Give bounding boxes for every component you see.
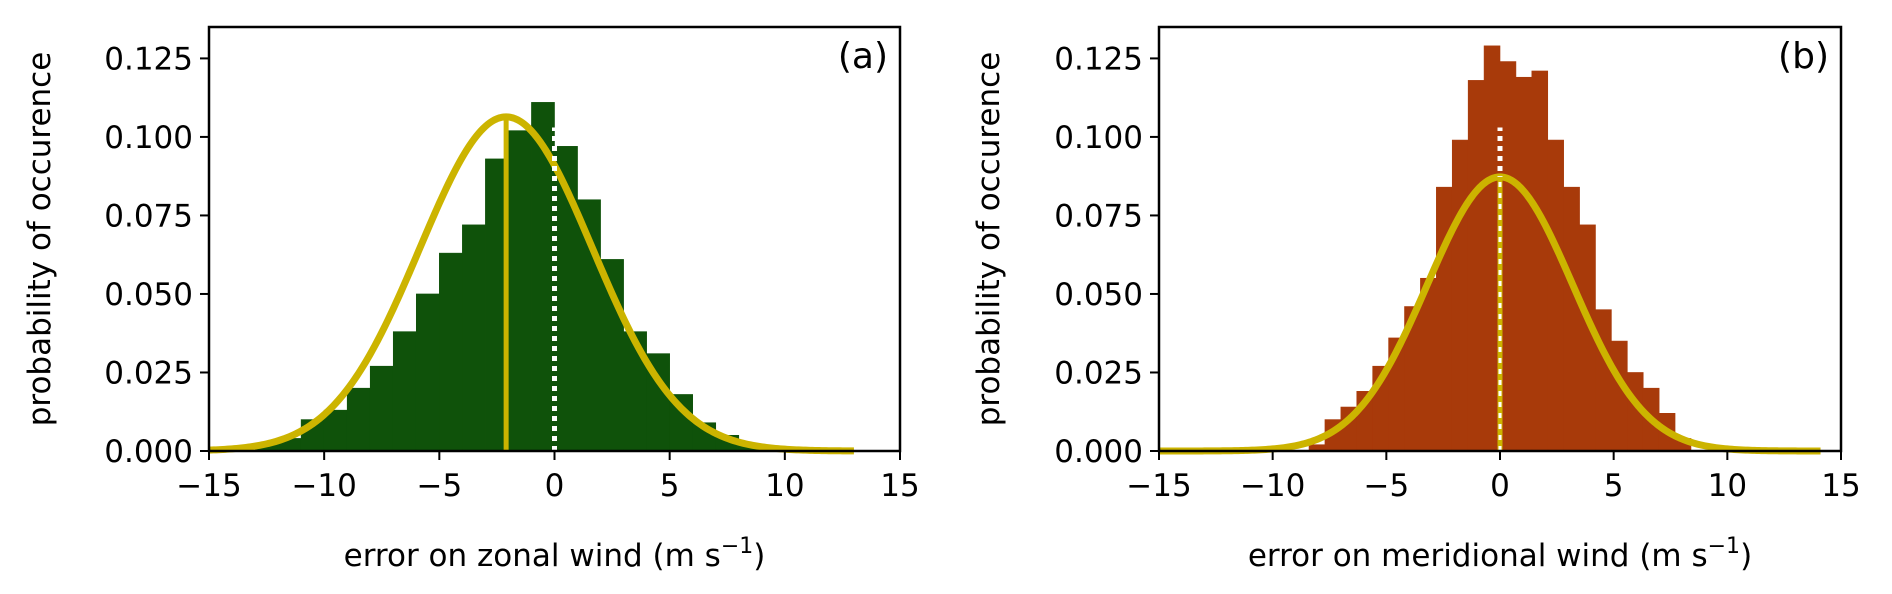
- histogram-bar: [1451, 139, 1469, 452]
- histogram-bar: [508, 130, 532, 452]
- histogram-bar: [1547, 139, 1564, 452]
- panel-a-zonal-wind: −15 −10 −5 0 5 10 15 0.000 0.025 0.050 0.075 0.100 0…: [22, 25, 920, 574]
- x-tick-label: 15: [880, 468, 919, 504]
- x-tick-label: 10: [1708, 468, 1747, 504]
- x-tick-label: 0: [1490, 468, 1510, 504]
- histogram-bar: [1436, 186, 1453, 452]
- histogram-bar: [1611, 340, 1628, 452]
- panel-b-meridional-wind: −15 −10 −5 0 5 10 15 0.000 0.025 0.050 0.075 0.100 0…: [971, 25, 1861, 574]
- panel-label: (a): [838, 36, 888, 77]
- y-axis-label: probability of occurence: [971, 52, 1007, 427]
- y-tick-label: 0.075: [104, 198, 193, 234]
- histogram-bar: [1515, 76, 1533, 452]
- x-tick-label: 0: [545, 468, 565, 504]
- histogram-bar: [439, 252, 463, 452]
- histogram-bar: [1531, 70, 1549, 452]
- y-tick-label: 0.025: [104, 355, 193, 391]
- x-tick-label: 10: [765, 468, 804, 504]
- y-tick-label: 0.000: [104, 434, 193, 470]
- x-tick-label: 5: [660, 468, 680, 504]
- histogram-bar: [462, 224, 486, 452]
- y-tick-label: 0.100: [104, 120, 193, 156]
- x-axis-label-superscript: −1: [1708, 534, 1740, 559]
- x-tick-label: −10: [1240, 468, 1305, 504]
- gaussian-fit-curve: [1157, 173, 1822, 455]
- histogram-bar: [1420, 277, 1437, 452]
- histogram-bar: [346, 387, 371, 452]
- x-axis-label: error on zonal wind (m s−1): [344, 534, 766, 574]
- y-tick-label: 0.075: [1054, 198, 1143, 234]
- y-tick-label: 0.000: [1054, 434, 1143, 470]
- x-axis-label: error on meridional wind (m s−1): [1248, 534, 1752, 574]
- y-tick-label: 0.125: [104, 41, 193, 77]
- histogram-bar: [369, 365, 394, 452]
- x-tick-label: −15: [1126, 468, 1191, 504]
- histogram-bar: [415, 293, 440, 452]
- panel-label: (b): [1778, 36, 1829, 77]
- x-axis-label-text: error on meridional wind (m s: [1248, 538, 1708, 574]
- histogram-bar: [1595, 309, 1612, 452]
- x-tick-label: −5: [1363, 468, 1409, 504]
- y-tick-label: 0.100: [1054, 120, 1143, 156]
- histogram-bar: [323, 409, 348, 452]
- gaussian-fit-curve: [207, 113, 856, 455]
- y-tick-label: 0.050: [1054, 277, 1143, 313]
- x-axis-label-close: ): [1740, 538, 1752, 574]
- histogram-bar: [1563, 186, 1580, 452]
- x-tick-label: 5: [1604, 468, 1624, 504]
- y-tick-label: 0.050: [104, 277, 193, 313]
- x-axis-label-superscript: −1: [721, 534, 753, 559]
- y-tick-label: 0.025: [1054, 355, 1143, 391]
- histogram-bar: [1467, 80, 1485, 452]
- x-tick-label: 15: [1821, 468, 1860, 504]
- y-tick-label: 0.125: [1054, 41, 1143, 77]
- histogram-bar: [392, 331, 417, 452]
- x-tick-label: −15: [176, 468, 241, 504]
- x-axis-label-text: error on zonal wind (m s: [344, 538, 721, 574]
- x-tick-label: −10: [291, 468, 356, 504]
- x-axis-label-close: ): [753, 538, 765, 574]
- x-tick-label: −5: [416, 468, 462, 504]
- y-axis-label: probability of occurence: [22, 52, 58, 427]
